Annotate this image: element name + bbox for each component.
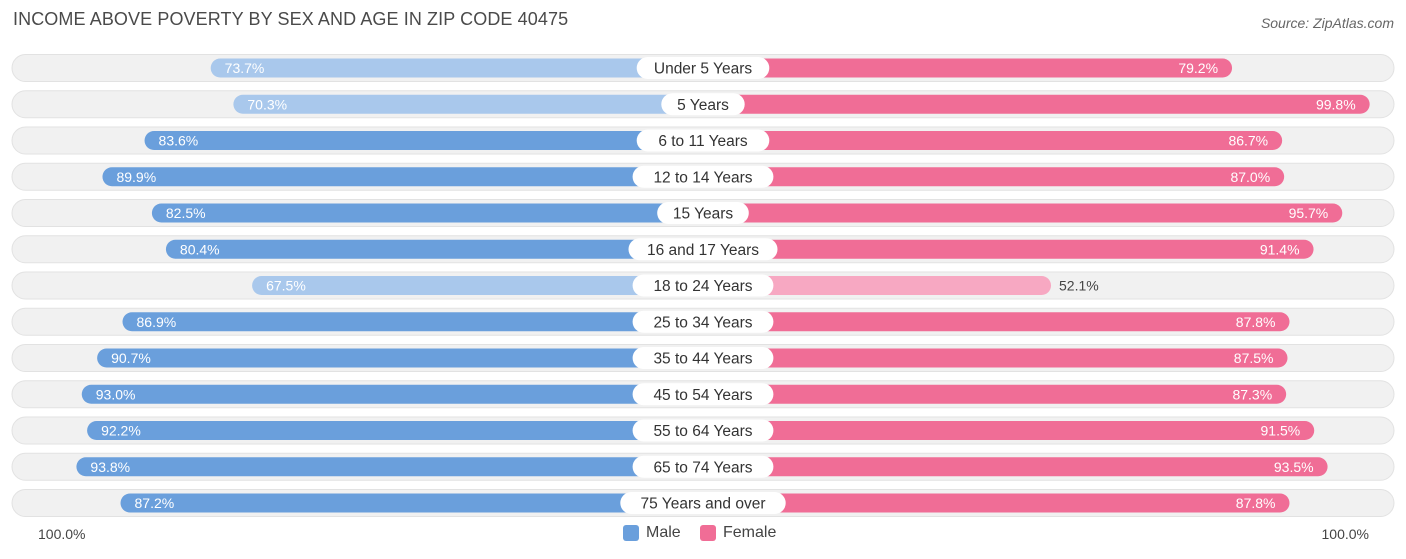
male-value-label: 67.5% [266, 278, 306, 294]
category-label: 65 to 74 Years [653, 459, 752, 476]
axis-right-label: 100.0% [1321, 526, 1369, 542]
male-bar [81, 384, 703, 404]
category-label: 25 to 34 Years [653, 314, 752, 331]
category-label-background [632, 274, 774, 297]
male-value-label: 83.6% [159, 133, 199, 149]
chart-area: 73.7% 79.2% Under 5 Years 70.3% 99.8% 5 Years… [11, 54, 1395, 517]
male-bar [76, 457, 703, 477]
category-label: 6 to 11 Years [658, 133, 748, 150]
category-label-background [632, 419, 774, 442]
category-label: 12 to 14 Years [653, 169, 752, 186]
legend-item-male: Male [623, 524, 681, 542]
category-label-background [632, 310, 774, 333]
female-value-label: 87.0% [1230, 169, 1270, 185]
female-bar [703, 58, 1233, 78]
category-label: 16 and 17 Years [647, 242, 759, 259]
legend-item-female: Female [700, 524, 776, 542]
female-bar [703, 276, 1052, 295]
female-bar [703, 167, 1285, 187]
category-label-background [636, 57, 770, 79]
category-label: 15 Years [673, 206, 734, 223]
female-bar [703, 239, 1314, 259]
male-bar [144, 131, 703, 150]
category-label-background [632, 383, 774, 406]
category-label: 5 Years [677, 97, 729, 114]
female-bar [703, 457, 1328, 477]
female-value-label: 95.7% [1289, 205, 1329, 221]
category-label-background [628, 238, 778, 261]
male-bar [97, 348, 703, 368]
female-value-label: 52.1% [1059, 278, 1099, 294]
male-bar [122, 312, 704, 332]
female-value-label: 87.3% [1232, 386, 1272, 402]
male-bar [165, 239, 704, 259]
female-value-label: 87.5% [1234, 350, 1274, 366]
male-bar [233, 94, 703, 114]
legend-swatch-female [700, 525, 716, 541]
female-bar [703, 384, 1287, 404]
male-value-label: 86.9% [137, 314, 177, 330]
female-bar [703, 131, 1283, 150]
chart-title: INCOME ABOVE POVERTY BY SEX AND AGE IN Z… [13, 9, 569, 29]
female-bar [703, 203, 1343, 223]
female-bar [703, 312, 1290, 332]
female-bar [703, 421, 1315, 440]
male-value-label: 92.2% [101, 423, 141, 439]
male-value-label: 87.2% [135, 495, 175, 511]
male-bar [151, 203, 703, 223]
male-value-label: 93.0% [96, 386, 136, 402]
category-label-background [657, 202, 749, 224]
category-label-background [636, 129, 770, 152]
female-value-label: 93.5% [1274, 459, 1314, 475]
female-value-label: 79.2% [1178, 60, 1218, 76]
legend-swatch-male [623, 525, 639, 541]
source-credit: Source: ZipAtlas.com [1260, 15, 1394, 31]
category-label: 75 Years and over [641, 496, 766, 513]
male-bar [252, 276, 703, 295]
female-value-label: 91.5% [1261, 423, 1301, 439]
category-label-background [632, 347, 774, 369]
category-label-background [632, 165, 774, 188]
legend: Male Female [0, 524, 1406, 546]
male-value-label: 82.5% [166, 205, 206, 221]
male-value-label: 73.7% [225, 60, 265, 76]
axis-left-label: 100.0% [38, 526, 86, 542]
category-label: Under 5 Years [654, 61, 752, 78]
category-label-background [661, 93, 745, 116]
female-bar [703, 348, 1288, 368]
female-value-label: 87.8% [1236, 495, 1276, 511]
legend-label-female: Female [723, 524, 777, 541]
male-value-label: 70.3% [247, 96, 287, 112]
female-bar [703, 94, 1370, 114]
male-value-label: 80.4% [180, 241, 220, 257]
male-value-label: 90.7% [111, 350, 151, 366]
male-bar [102, 167, 703, 187]
category-label: 18 to 24 Years [653, 278, 752, 295]
category-label: 35 to 44 Years [653, 351, 752, 368]
male-bar [87, 421, 703, 440]
category-label-background [632, 455, 774, 478]
female-value-label: 91.4% [1260, 241, 1300, 257]
category-label-background [620, 492, 786, 514]
female-bar [703, 493, 1290, 513]
female-value-label: 86.7% [1228, 133, 1268, 149]
category-label: 55 to 64 Years [653, 423, 752, 440]
category-label: 45 to 54 Years [653, 387, 752, 404]
male-value-label: 89.9% [116, 169, 156, 185]
legend-label-male: Male [646, 524, 681, 541]
female-value-label: 99.8% [1316, 96, 1356, 112]
male-bar [210, 58, 703, 78]
female-value-label: 87.8% [1236, 314, 1276, 330]
male-value-label: 93.8% [90, 459, 130, 475]
male-bar [120, 493, 703, 513]
